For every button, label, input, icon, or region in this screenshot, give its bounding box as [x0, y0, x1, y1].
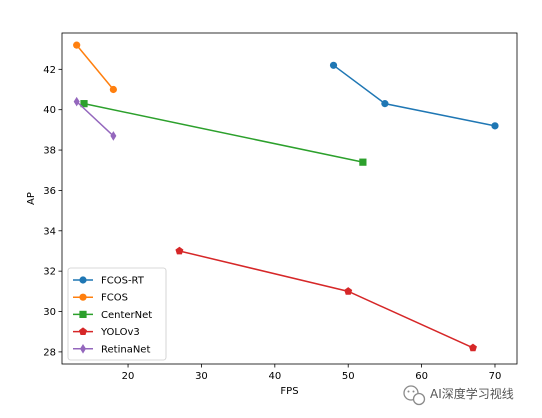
- series-line-4: [76, 101, 114, 137]
- legend: FCOS-RT FCOS CenterNet YOLOv3 RetinaNet: [67, 267, 167, 361]
- wechat-icon: [403, 385, 426, 406]
- legend-label: CenterNet: [101, 310, 152, 321]
- series-line-1: [76, 44, 114, 90]
- data-point: [73, 41, 81, 49]
- y-tick-label: 30: [43, 307, 56, 318]
- x-axis-label: FPS: [280, 386, 298, 397]
- legend-label: FCOS: [101, 293, 128, 304]
- legend-label: RetinaNet: [101, 344, 150, 355]
- y-tick-label: 32: [43, 267, 56, 278]
- x-tick-label: 20: [122, 371, 135, 382]
- plot-area: [61, 32, 518, 365]
- data-point: [359, 158, 367, 166]
- data-point: [175, 246, 184, 255]
- axis-ticks: 20 30 40 50 60 70 28 30 32 34 36 38 40 42: [43, 65, 501, 382]
- x-tick-label: 40: [268, 371, 281, 382]
- legend-marker: [80, 344, 86, 354]
- series-line-2: [83, 102, 364, 163]
- data-point: [381, 100, 389, 108]
- legend-marker: [79, 310, 87, 318]
- data-point: [344, 287, 353, 295]
- watermark: AI深度学习视线: [403, 385, 514, 406]
- y-tick-label: 36: [43, 186, 56, 197]
- watermark-text: AI深度学习视线: [430, 386, 514, 401]
- legend-label: YOLOv3: [100, 327, 140, 338]
- data-point: [80, 100, 88, 108]
- data-point: [468, 343, 477, 352]
- x-tick-label: 30: [195, 371, 208, 382]
- legend-marker: [79, 276, 87, 284]
- y-tick-label: 38: [43, 146, 56, 157]
- legend-label: FCOS-RT: [101, 276, 145, 287]
- data-point: [491, 122, 499, 130]
- series-line-3: [179, 250, 474, 349]
- data-point: [73, 96, 80, 107]
- data-point: [329, 61, 338, 69]
- y-tick-label: 42: [43, 65, 56, 76]
- legend-marker: [79, 293, 87, 301]
- y-axis-label: AP: [26, 192, 37, 205]
- y-tick-label: 34: [43, 226, 56, 237]
- legend-marker: [79, 327, 87, 335]
- data-point: [110, 131, 117, 141]
- x-tick-label: 60: [415, 371, 428, 382]
- y-tick-label: 40: [43, 105, 56, 116]
- data-point: [109, 85, 117, 94]
- x-tick-label: 50: [342, 371, 355, 382]
- axes-frame: [61, 32, 518, 365]
- series-line-0: [333, 64, 496, 127]
- legend-box: [67, 267, 167, 361]
- x-tick-label: 70: [489, 371, 502, 382]
- y-tick-label: 28: [43, 347, 56, 358]
